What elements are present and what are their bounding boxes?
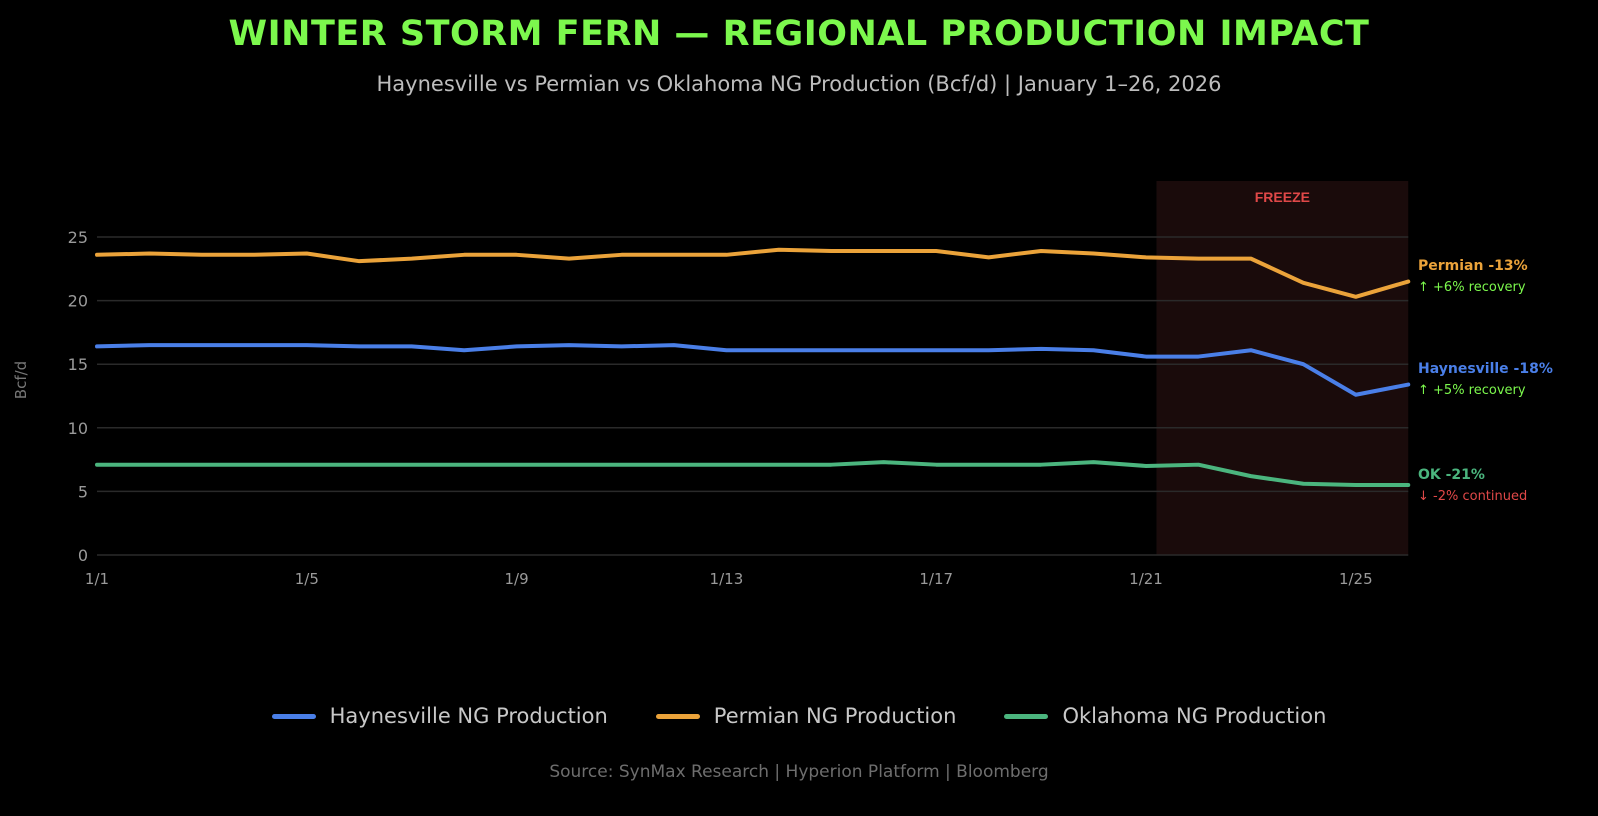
series-line-haynesville bbox=[95, 343, 1411, 397]
legend-label: Permian NG Production bbox=[713, 704, 957, 728]
annotation-label: Permian -13% bbox=[1418, 258, 1528, 274]
freeze-label: FREEZE bbox=[1255, 189, 1310, 205]
legend-swatch bbox=[655, 713, 700, 719]
legend-item-haynesville[interactable]: Haynesville NG Production bbox=[271, 704, 608, 728]
chart-title: WINTER STORM FERN — REGIONAL PRODUCTION … bbox=[228, 14, 1370, 54]
legend-swatch bbox=[271, 713, 316, 719]
chart-subtitle: Haynesville vs Permian vs Oklahoma NG Pr… bbox=[376, 72, 1222, 96]
y-axis-label: Bcf/d bbox=[12, 361, 30, 399]
x-tick-label: 1/13 bbox=[710, 570, 744, 588]
legend-label: Haynesville NG Production bbox=[329, 704, 608, 728]
y-tick-label: 10 bbox=[68, 419, 88, 438]
legend-swatch bbox=[1004, 713, 1049, 719]
legend: Haynesville NG Production Permian NG Pro… bbox=[0, 704, 1598, 728]
legend-item-permian[interactable]: Permian NG Production bbox=[655, 704, 957, 728]
x-tick-label: 1/25 bbox=[1339, 570, 1373, 588]
y-tick-label: 5 bbox=[78, 482, 88, 501]
y-tick-label: 15 bbox=[68, 355, 88, 374]
x-tick-label: 1/9 bbox=[505, 570, 529, 588]
legend-item-oklahoma[interactable]: Oklahoma NG Production bbox=[1004, 704, 1326, 728]
annotation-sublabel: ↑ +6% recovery bbox=[1418, 280, 1526, 295]
annotation-label: OK -21% bbox=[1418, 467, 1485, 483]
line-chart: FREEZE 0 5 10 15 20 25 1/1 1/5 1/9 1/13 1/17 1/21 1/2… bbox=[12, 181, 1553, 588]
annotation-label: Haynesville -18% bbox=[1418, 361, 1553, 377]
y-tick-label: 25 bbox=[68, 228, 88, 247]
y-tick-label: 20 bbox=[68, 292, 88, 311]
series-line-oklahoma bbox=[95, 460, 1411, 488]
y-tick-label: 0 bbox=[78, 546, 88, 565]
x-tick-label: 1/17 bbox=[919, 570, 953, 588]
annotation-sublabel: ↑ +5% recovery bbox=[1418, 383, 1526, 398]
series-line-permian bbox=[95, 247, 1411, 299]
x-tick-label: 1/1 bbox=[85, 570, 109, 588]
source-note: Source: SynMax Research | Hyperion Platf… bbox=[549, 762, 1049, 782]
x-tick-label: 1/21 bbox=[1129, 570, 1163, 588]
legend-label: Oklahoma NG Production bbox=[1062, 704, 1327, 728]
freeze-region bbox=[1156, 181, 1409, 555]
x-tick-label: 1/5 bbox=[295, 570, 319, 588]
annotation-sublabel: ↓ -2% continued bbox=[1418, 489, 1527, 504]
